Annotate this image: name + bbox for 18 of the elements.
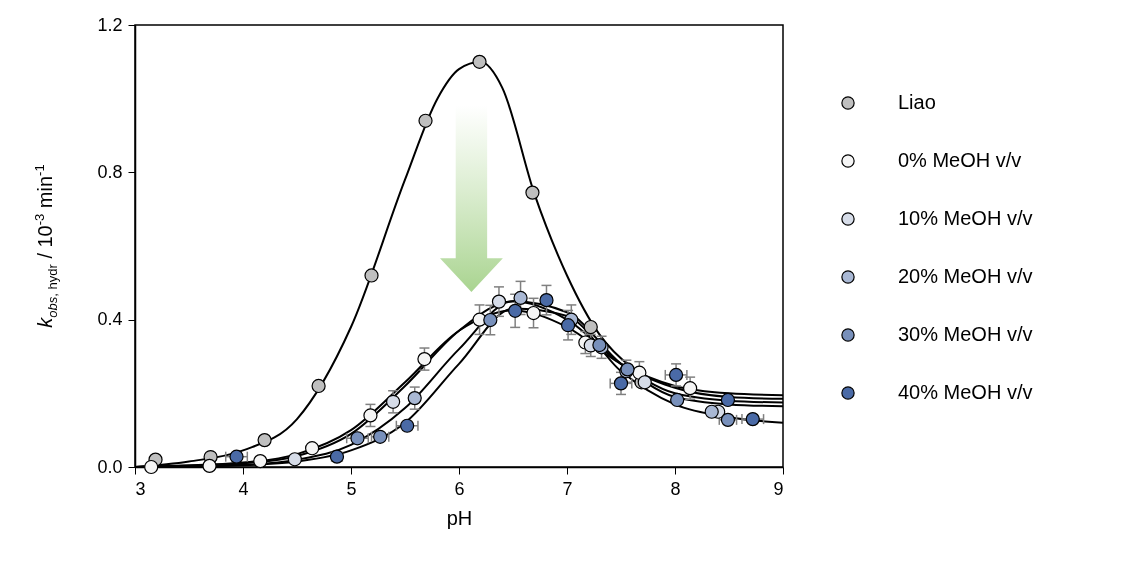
x-tick-label: 7: [562, 478, 573, 499]
legend-label: 0% MeOH v/v: [898, 149, 1022, 171]
y-tick-label: 0.0: [97, 456, 123, 477]
legend-label: 10% MeOH v/v: [898, 207, 1033, 229]
x-tick-label: 3: [135, 478, 146, 499]
legend-label: 20% MeOH v/v: [898, 265, 1033, 287]
x-tick-label: 5: [346, 478, 357, 499]
legend-label: Liao: [898, 91, 936, 113]
x-tick-label: 8: [670, 478, 681, 499]
y-tick-label: 1.2: [97, 14, 123, 35]
x-tick-label: 9: [773, 478, 784, 499]
x-axis-title: pH: [446, 506, 473, 529]
y-tick-label: 0.8: [97, 161, 123, 182]
x-tick-label: 4: [238, 478, 249, 499]
x-tick-label: 6: [454, 478, 465, 499]
legend-label: 40% MeOH v/v: [898, 381, 1033, 403]
y-tick-label: 0.4: [97, 309, 123, 330]
legend-label: 30% MeOH v/v: [898, 323, 1033, 345]
